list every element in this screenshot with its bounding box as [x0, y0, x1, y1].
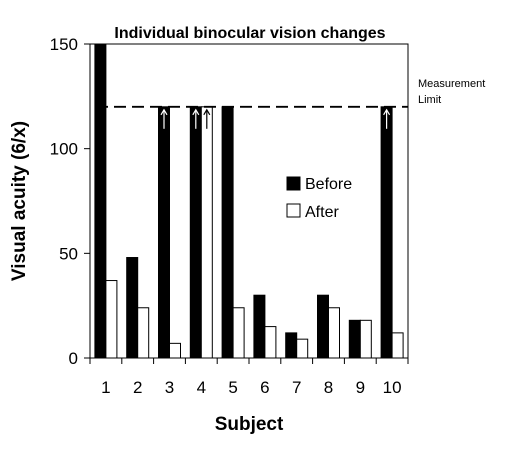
x-tick-label: 1	[101, 378, 110, 397]
limit-arrows	[160, 108, 391, 129]
legend-swatch-after	[286, 203, 301, 218]
bar-after-subject-2	[137, 307, 150, 359]
bar-before-subject-10	[380, 106, 393, 359]
bar-before-subject-6	[253, 294, 266, 359]
y-tick-label: 100	[50, 140, 78, 159]
bar-before-subject-5	[221, 106, 234, 359]
x-tick-label: 2	[133, 378, 142, 397]
bar-after-subject-5	[232, 307, 245, 359]
y-axis-ticks: 0 50 100 150	[50, 35, 90, 368]
bar-after-subject-6	[264, 326, 277, 359]
bars	[94, 43, 404, 359]
x-tick-label: 10	[383, 378, 402, 397]
x-axis-label: Subject	[215, 414, 284, 435]
x-tick-label: 4	[197, 378, 206, 397]
measurement-limit-label-line2: Limit	[418, 94, 441, 106]
chart-title: Individual binocular vision changes	[114, 25, 385, 42]
x-tick-label: 8	[324, 378, 333, 397]
bar-after-subject-9	[359, 319, 372, 359]
bar-before-subject-2	[126, 257, 139, 359]
y-tick-label: 150	[50, 35, 78, 54]
legend-label-after: After	[305, 204, 339, 221]
y-tick-label: 50	[59, 244, 78, 263]
x-tick-label: 6	[260, 378, 269, 397]
limit-arrow-icon	[383, 108, 391, 129]
bar-after-subject-1	[105, 280, 118, 359]
y-axis-label: Visual acuity (6/x)	[9, 121, 30, 281]
bar-after-subject-4	[200, 106, 213, 359]
legend: Before After	[286, 176, 352, 221]
bar-after-subject-10	[391, 332, 404, 359]
x-tick-label: 9	[356, 378, 365, 397]
x-tick-label: 5	[228, 378, 237, 397]
bar-before-subject-7	[285, 332, 298, 359]
measurement-limit-label-line1: Measurement	[418, 78, 485, 90]
bar-after-subject-8	[328, 307, 340, 359]
legend-label-before: Before	[305, 176, 352, 193]
x-axis-ticks: 1 2 3 4 5 6 7 8 9 10	[89, 358, 409, 397]
legend-swatch-before	[286, 176, 301, 191]
bar-before-subject-3	[158, 106, 170, 359]
bar-after-subject-7	[296, 338, 309, 359]
limit-arrow-icon	[203, 108, 211, 129]
bar-before-subject-4	[189, 106, 202, 359]
limit-arrow-icon	[160, 108, 168, 129]
x-tick-label: 7	[292, 378, 301, 397]
bar-before-subject-9	[348, 319, 361, 359]
bar-before-subject-1	[94, 43, 107, 359]
y-tick-label: 0	[69, 349, 78, 368]
bar-before-subject-8	[317, 294, 329, 359]
bar-after-subject-3	[169, 342, 181, 359]
limit-arrow-icon	[192, 108, 200, 129]
x-tick-label: 3	[165, 378, 174, 397]
plot-area	[89, 43, 409, 359]
